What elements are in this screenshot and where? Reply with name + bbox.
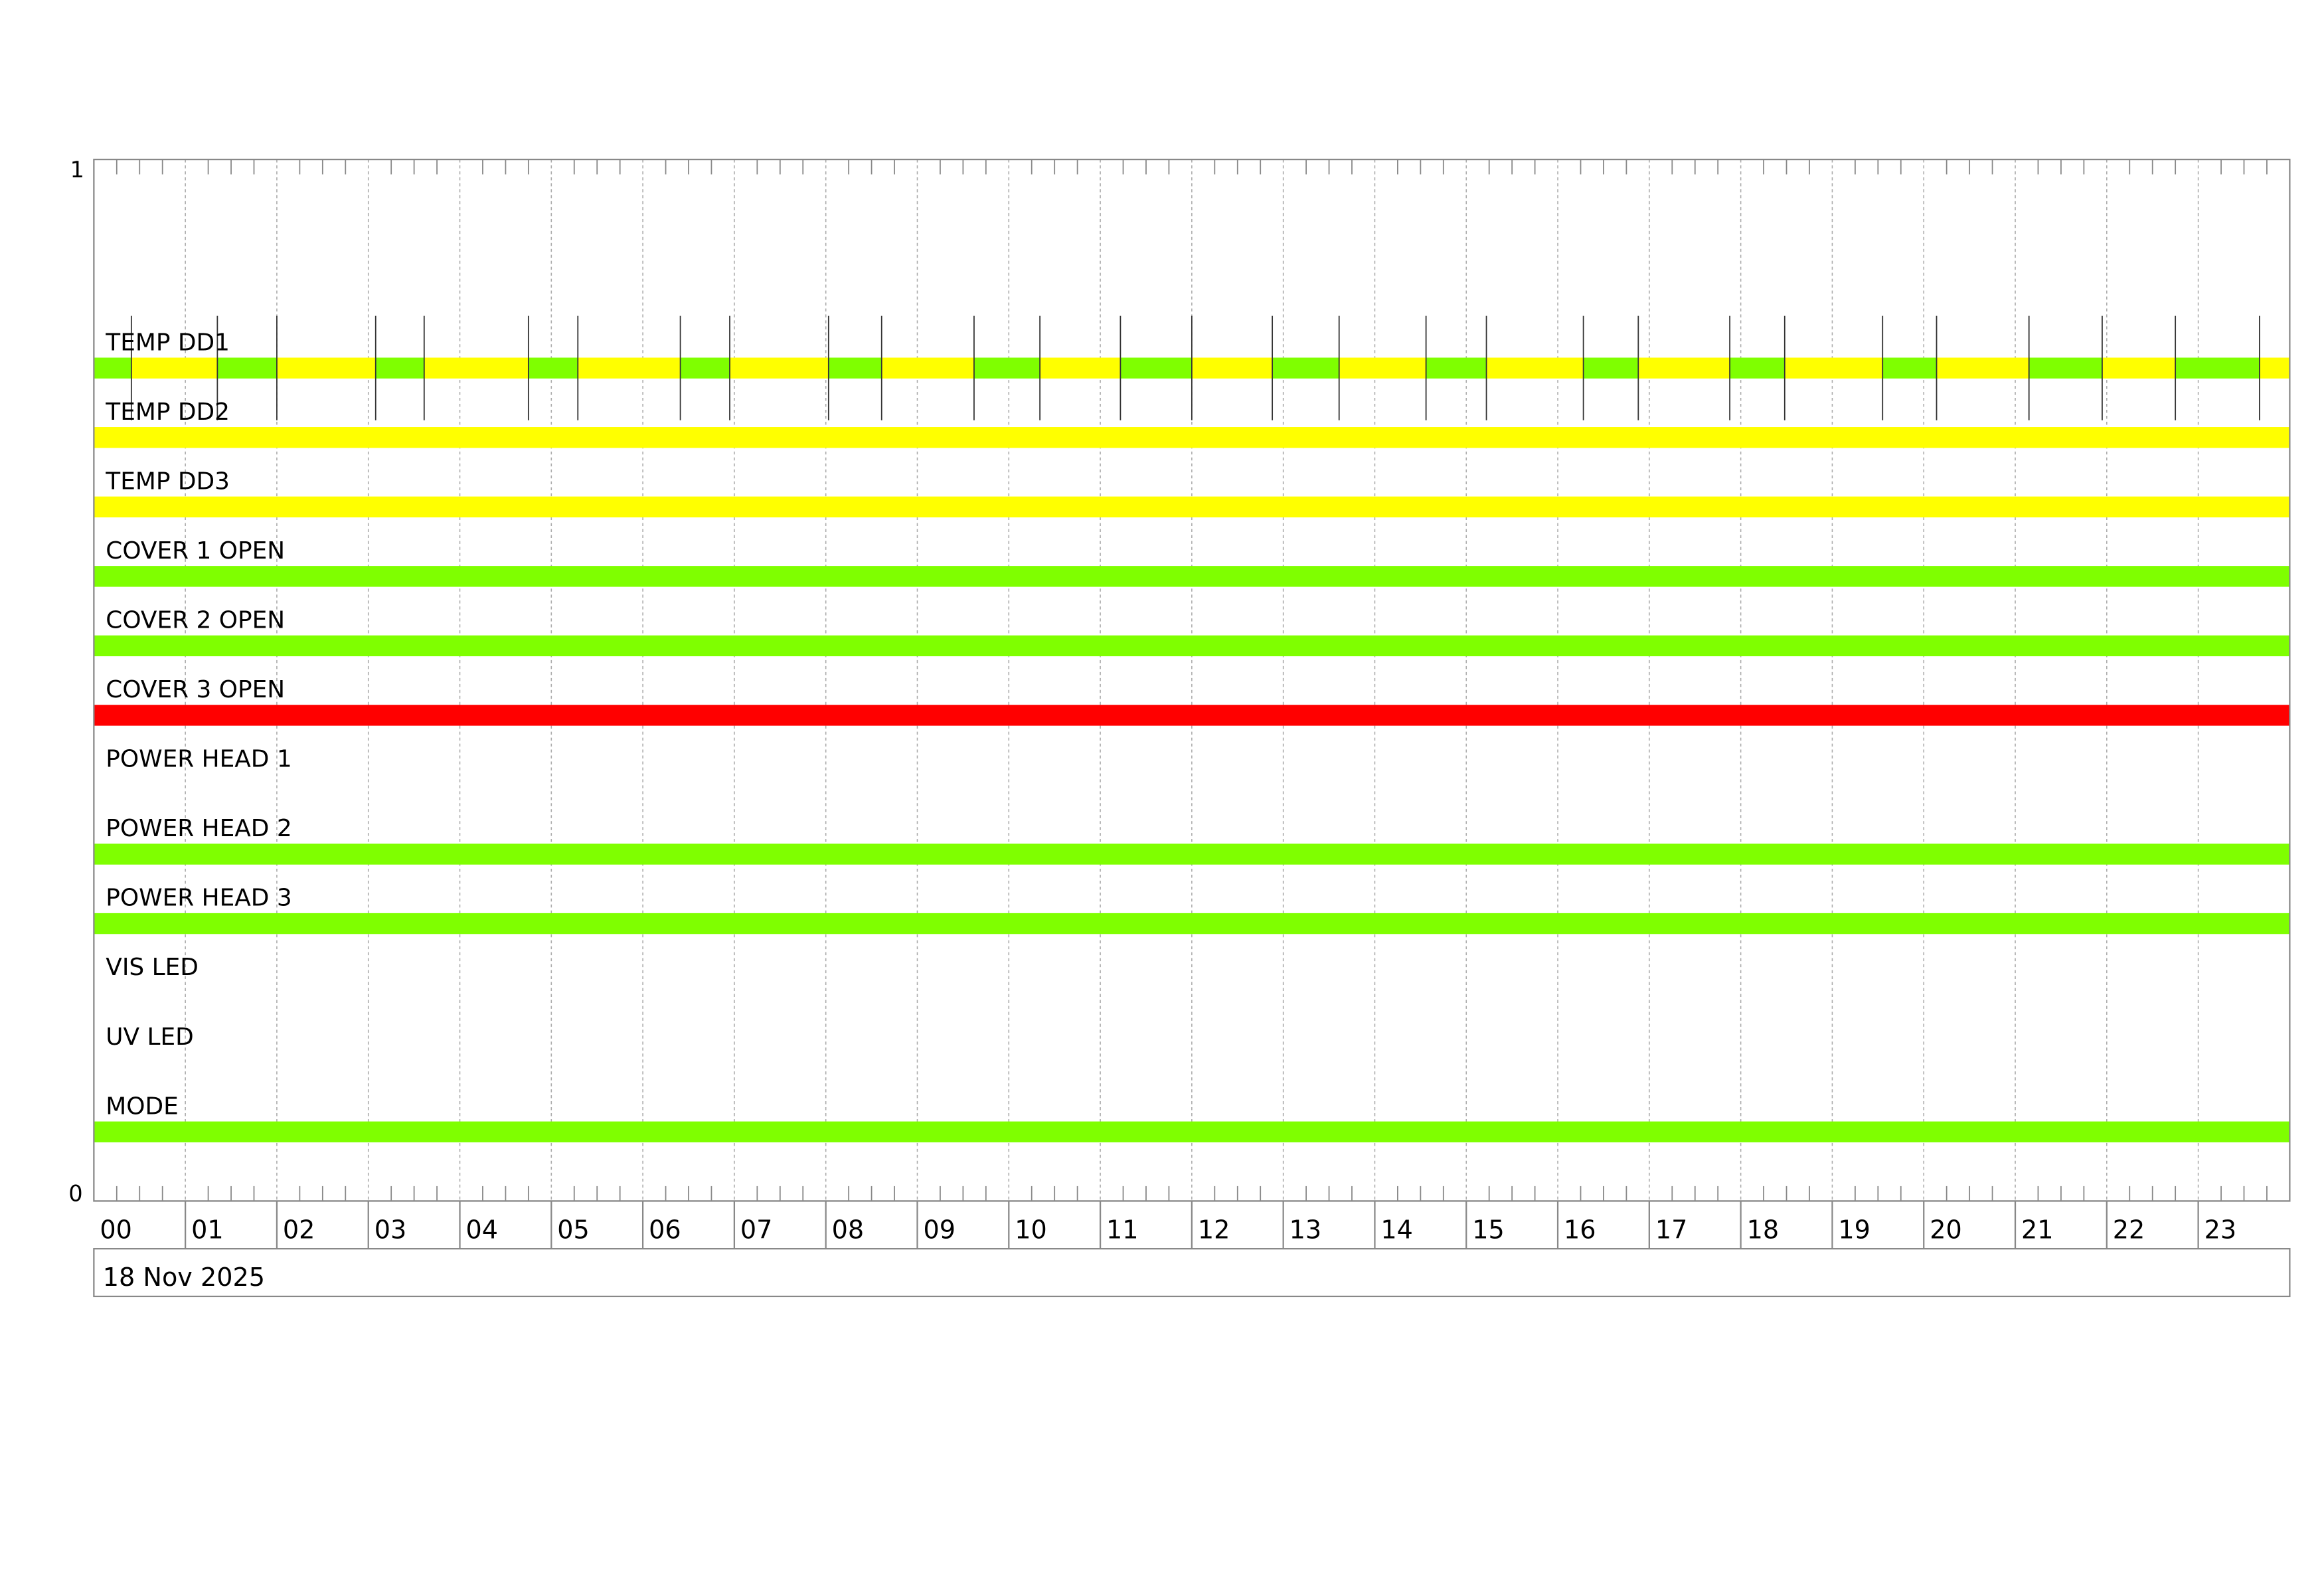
segment-bar [94,843,2290,865]
x-tick-label: 14 [1380,1215,1413,1244]
row-label: COVER 1 OPEN [106,537,285,565]
segment-bar [1583,357,1639,379]
segment-bar [1486,357,1584,379]
x-tick-label: 19 [1838,1215,1870,1244]
segment-bar [1882,357,1937,379]
x-tick-label: 04 [465,1215,498,1244]
date-label: 18 Nov 2025 [103,1263,265,1292]
segment-bar [1339,357,1426,379]
date-box [93,1248,2291,1298]
bars [94,357,2290,1142]
segment-bar [424,357,529,379]
row-label: UV LED [106,1023,193,1051]
x-tick-label: 20 [1930,1215,1962,1244]
x-tick-label: 03 [374,1215,407,1244]
x-tick-label: 00 [100,1215,132,1244]
x-tick-label: 01 [191,1215,224,1244]
row-label: VIS LED [106,954,199,981]
x-tick-label: 05 [557,1215,590,1244]
x-tick-label: 16 [1564,1215,1596,1244]
segment-bar [680,357,730,379]
row-label: TEMP DD1 [105,329,230,356]
segment-bar [94,705,2290,726]
x-tick-label: 12 [1198,1215,1230,1244]
segment-bar [1191,357,1273,379]
segment-bar [2029,357,2102,379]
x-tick-label: 11 [1106,1215,1139,1244]
x-tick-label: 15 [1472,1215,1505,1244]
x-tick-label: 06 [649,1215,681,1244]
segment-bar [217,357,277,379]
x-tick-label: 17 [1655,1215,1688,1244]
segment-bar [94,496,2290,517]
segment-bar [94,635,2290,657]
segment-bar [1730,357,1785,379]
segment-bar [94,566,2290,587]
segment-bar [881,357,974,379]
segment-bar [131,357,218,379]
segment-bar [2175,357,2260,379]
segment-bar [2102,357,2176,379]
segment-bar [94,913,2290,934]
x-tick-label: 08 [832,1215,865,1244]
segment-bar [94,427,2290,448]
x-axis: 00 01 02 03 04 05 06 07 08 09 10 11 12 13 14 15 16 17 18 19… [100,1201,2236,1249]
segment-bar [2259,357,2290,379]
grid [116,159,2268,1201]
x-tick-label: 18 [1747,1215,1780,1244]
segment-bar [94,357,131,379]
x-tick-label: 09 [923,1215,955,1244]
segment-bar [1272,357,1339,379]
x-tick-label: 23 [2204,1215,2237,1244]
row-label: POWER HEAD 1 [106,746,291,773]
row-label: COVER 2 OPEN [106,606,285,634]
segment-bar [1638,357,1730,379]
segment-bar [828,357,882,379]
segment-bar [578,357,681,379]
y-axis-top-label: 1 [70,157,84,183]
segment-bar [1040,357,1121,379]
segment-bar [973,357,1040,379]
x-tick-label: 21 [2021,1215,2054,1244]
segment-bar [1426,357,1487,379]
segment-bar [276,357,376,379]
row-label: TEMP DD2 [105,398,230,426]
y-axis-bottom-label: 0 [68,1180,82,1206]
segment-bar [375,357,424,379]
x-tick-label: 07 [740,1215,773,1244]
row-label: POWER HEAD 3 [106,885,291,912]
row-label: TEMP DD3 [105,468,230,495]
row-label: MODE [106,1093,178,1120]
segment-bar [1784,357,1883,379]
row-labels: TEMP DD1 TEMP DD2 TEMP DD3 COVER 1 OPEN COVE… [105,329,291,1120]
segment-bar [730,357,829,379]
segment-bar [1936,357,2029,379]
transition-markers [130,315,2260,420]
segment-bar [94,1121,2290,1142]
x-tick-label: 13 [1289,1215,1322,1244]
row-label: COVER 3 OPEN [106,676,285,703]
segment-bar [1120,357,1192,379]
x-tick-label: 22 [2113,1215,2145,1244]
x-tick-label: 02 [283,1215,315,1244]
segment-bar [528,357,578,379]
x-tick-label: 10 [1015,1215,1047,1244]
row-label: POWER HEAD 2 [106,815,291,842]
